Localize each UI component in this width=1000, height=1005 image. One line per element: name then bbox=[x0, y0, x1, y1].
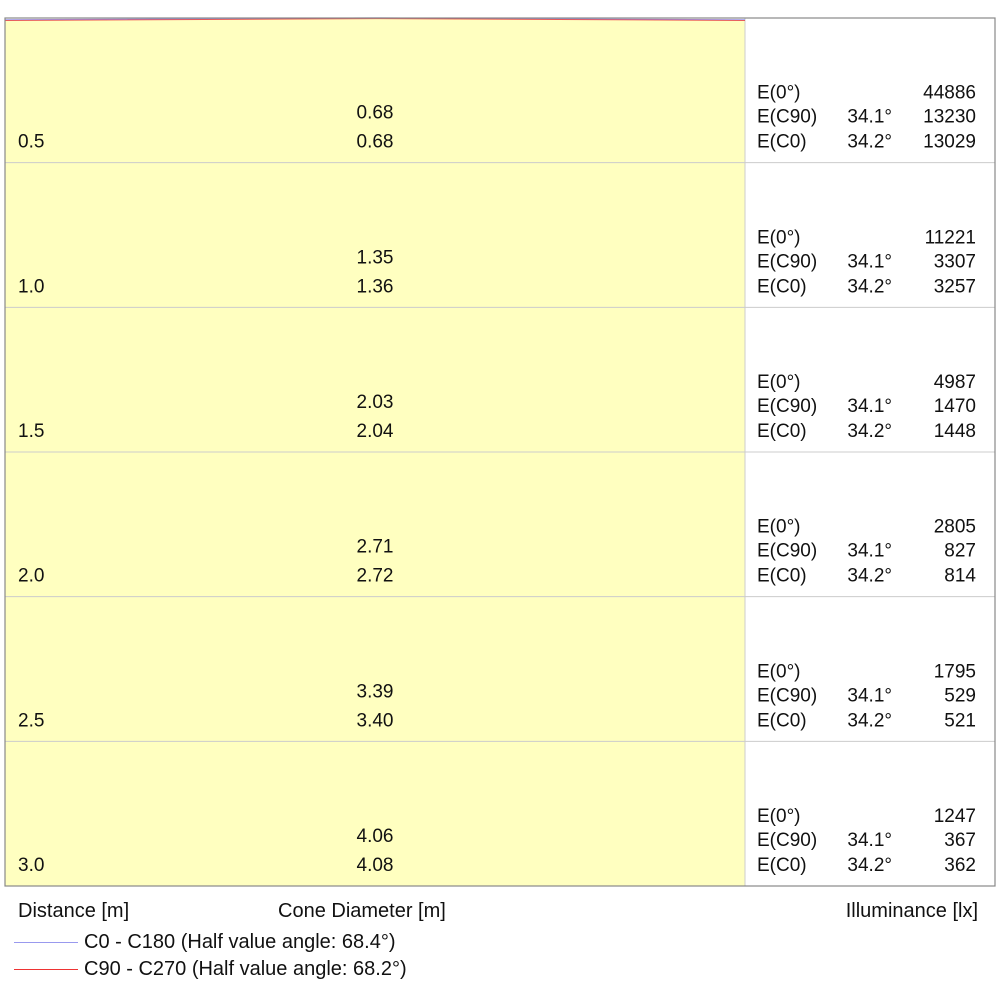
ec0-angle: 34.2° bbox=[847, 710, 892, 731]
ec90-angle: 34.1° bbox=[847, 685, 892, 706]
ec90-angle: 34.1° bbox=[847, 396, 892, 417]
diameter-c0-label: 3.39 bbox=[357, 681, 394, 702]
ec90-label: E(C90) bbox=[757, 685, 817, 706]
ec90-label: E(C90) bbox=[757, 251, 817, 272]
distance-label: 3.0 bbox=[18, 855, 44, 876]
ec90-label: E(C90) bbox=[757, 396, 817, 417]
ec90-value: 827 bbox=[944, 541, 976, 562]
ec90-angle: 34.1° bbox=[847, 107, 892, 128]
ec0-value: 521 bbox=[944, 710, 976, 731]
diameter-c90-label: 1.36 bbox=[357, 276, 394, 297]
chart-frame bbox=[4, 17, 996, 887]
e0-value: 11221 bbox=[925, 227, 976, 248]
e0-label: E(0°) bbox=[757, 517, 801, 538]
ec0-angle: 34.2° bbox=[847, 855, 892, 876]
distance-label: 1.0 bbox=[18, 276, 44, 297]
e0-label: E(0°) bbox=[757, 806, 801, 827]
e0-value: 4987 bbox=[934, 372, 976, 393]
ec0-angle: 34.2° bbox=[847, 276, 892, 297]
ec0-label: E(C0) bbox=[757, 421, 807, 442]
diameter-c90-label: 0.68 bbox=[357, 132, 394, 153]
ec90-value: 367 bbox=[944, 830, 976, 851]
e0-label: E(0°) bbox=[757, 372, 801, 393]
diameter-c0-label: 0.68 bbox=[357, 103, 394, 124]
ec0-value: 13029 bbox=[923, 132, 976, 153]
ec0-value: 1448 bbox=[934, 421, 976, 442]
ec0-value: 362 bbox=[944, 855, 976, 876]
distance-label: 0.5 bbox=[18, 132, 44, 153]
ec0-label: E(C0) bbox=[757, 276, 807, 297]
distance-label: 1.5 bbox=[18, 421, 44, 442]
ec90-label: E(C90) bbox=[757, 107, 817, 128]
diameter-c0-label: 4.06 bbox=[357, 826, 394, 847]
ec90-angle: 34.1° bbox=[847, 830, 892, 851]
e0-label: E(0°) bbox=[757, 661, 801, 682]
ec90-angle: 34.1° bbox=[847, 251, 892, 272]
ec0-angle: 34.2° bbox=[847, 421, 892, 442]
e0-value: 2805 bbox=[934, 517, 976, 538]
ec0-angle: 34.2° bbox=[847, 566, 892, 587]
diameter-c90-label: 2.04 bbox=[357, 421, 394, 442]
ec90-label: E(C90) bbox=[757, 541, 817, 562]
e0-label: E(0°) bbox=[757, 83, 801, 104]
ec0-label: E(C0) bbox=[757, 566, 807, 587]
ec0-value: 3257 bbox=[934, 276, 976, 297]
distance-label: 2.5 bbox=[18, 710, 44, 731]
e0-value: 1795 bbox=[934, 661, 976, 682]
ec90-value: 1470 bbox=[934, 396, 976, 417]
e0-value: 44886 bbox=[923, 83, 976, 104]
ec90-value: 529 bbox=[944, 685, 976, 706]
ec90-angle: 34.1° bbox=[847, 541, 892, 562]
ec90-value: 13230 bbox=[923, 107, 976, 128]
distance-label: 2.0 bbox=[18, 566, 44, 587]
diameter-c90-label: 2.72 bbox=[357, 566, 394, 587]
ec0-angle: 34.2° bbox=[847, 132, 892, 153]
ec0-value: 814 bbox=[944, 566, 976, 587]
diameter-c0-label: 2.71 bbox=[357, 537, 394, 558]
ec0-label: E(C0) bbox=[757, 855, 807, 876]
ec0-label: E(C0) bbox=[757, 710, 807, 731]
ec0-label: E(C0) bbox=[757, 132, 807, 153]
diameter-c0-label: 2.03 bbox=[357, 392, 394, 413]
diameter-c90-label: 3.40 bbox=[357, 710, 394, 731]
e0-value: 1247 bbox=[934, 806, 976, 827]
diameter-c0-label: 1.35 bbox=[357, 247, 394, 268]
ec90-label: E(C90) bbox=[757, 830, 817, 851]
ec90-value: 3307 bbox=[934, 251, 976, 272]
diameter-c90-label: 4.08 bbox=[357, 855, 394, 876]
e0-label: E(0°) bbox=[757, 227, 801, 248]
